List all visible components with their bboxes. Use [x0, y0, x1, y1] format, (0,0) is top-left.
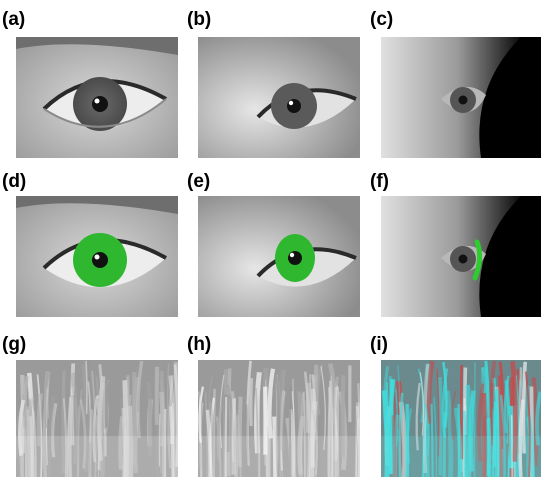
panel-label-a: (a)	[2, 9, 26, 30]
panel-a-eye-image	[16, 37, 178, 158]
panel-c-eye-image	[381, 37, 541, 158]
panel-e-eye-segmentation	[198, 196, 360, 317]
panel-d-eye-segmentation	[16, 196, 178, 317]
panel-i-iris-texture-overlay	[381, 360, 541, 477]
panel-label-e: (e)	[187, 171, 211, 192]
panel-label-b: (b)	[187, 9, 212, 30]
panel-b-eye-image	[198, 37, 360, 158]
panel-label-h: (h)	[187, 334, 212, 355]
panel-label-d: (d)	[2, 171, 27, 192]
panel-g-iris-texture	[16, 360, 178, 477]
panel-label-g: (g)	[2, 334, 27, 355]
panel-label-i: (i)	[370, 334, 388, 355]
panel-label-c: (c)	[370, 9, 394, 30]
panel-h-iris-texture	[198, 360, 360, 477]
panel-label-f: (f)	[370, 171, 389, 192]
panel-f-eye-segmentation	[381, 196, 541, 317]
